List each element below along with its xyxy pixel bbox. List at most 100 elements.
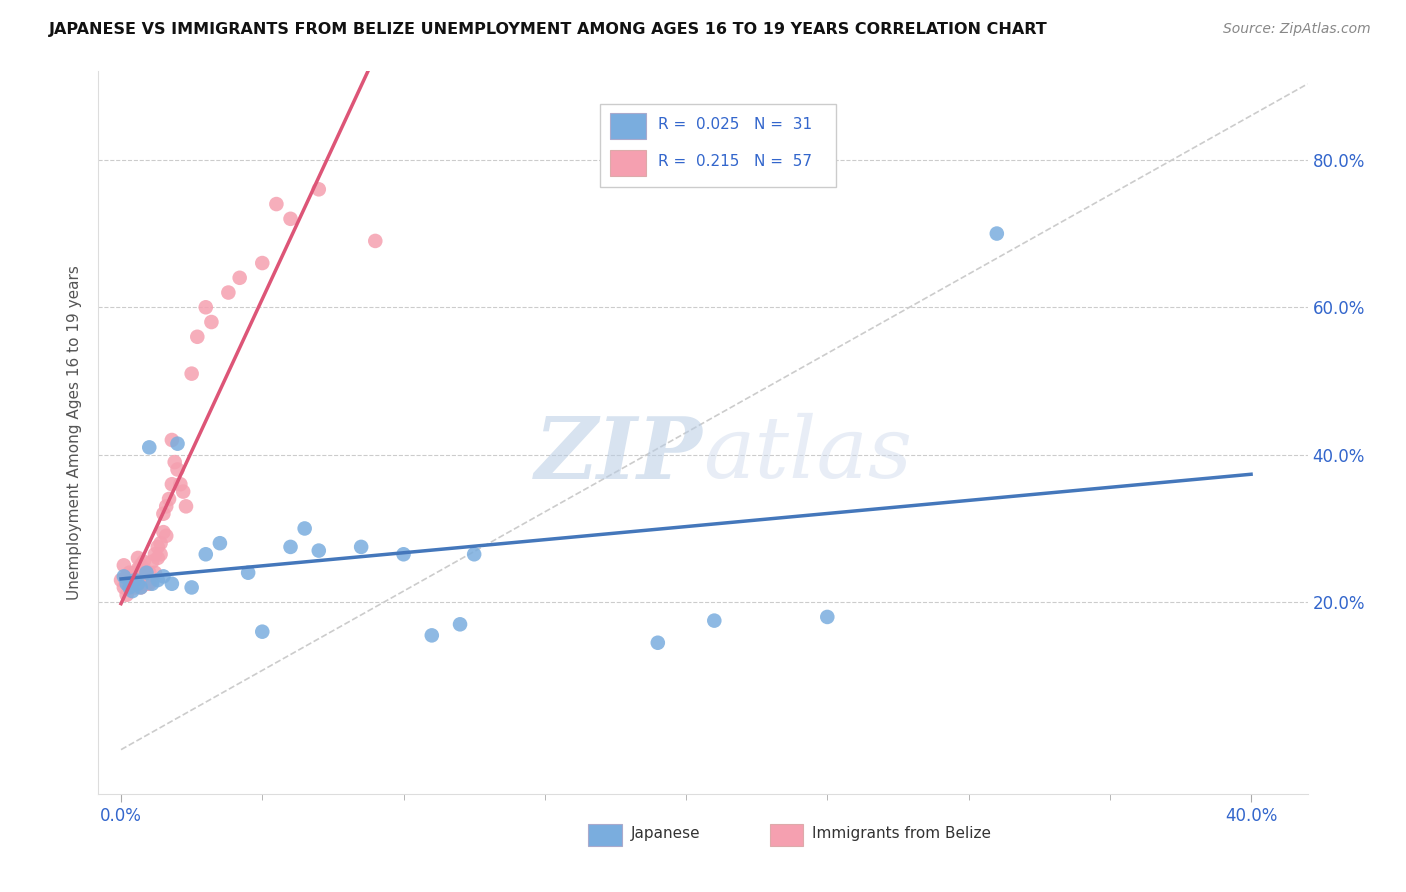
Text: R =  0.215   N =  57: R = 0.215 N = 57 — [658, 154, 813, 169]
Point — [115, 576, 138, 591]
Point — [146, 540, 169, 554]
Point — [118, 581, 141, 595]
Point — [280, 211, 302, 226]
Point — [112, 581, 135, 595]
Point — [152, 507, 174, 521]
Point — [166, 462, 188, 476]
Point — [121, 576, 143, 591]
Point — [129, 569, 152, 583]
Bar — [769, 824, 803, 846]
Point — [152, 569, 174, 583]
Point — [155, 529, 177, 543]
Point — [152, 525, 174, 540]
Point — [163, 455, 186, 469]
Point — [364, 234, 387, 248]
Point — [146, 551, 169, 566]
Point — [149, 547, 172, 561]
Text: R =  0.025   N =  31: R = 0.025 N = 31 — [658, 117, 813, 132]
Point — [127, 562, 149, 576]
Point — [141, 573, 163, 587]
Y-axis label: Unemployment Among Ages 16 to 19 years: Unemployment Among Ages 16 to 19 years — [66, 265, 82, 600]
Point — [200, 315, 222, 329]
Point — [115, 569, 138, 583]
Point — [132, 562, 155, 576]
Point — [208, 536, 231, 550]
Point — [308, 182, 330, 196]
Point — [129, 581, 152, 595]
Point — [132, 576, 155, 591]
Text: Source: ZipAtlas.com: Source: ZipAtlas.com — [1223, 22, 1371, 37]
Point — [110, 573, 132, 587]
Point — [252, 624, 274, 639]
Point — [124, 573, 146, 587]
Point — [252, 256, 274, 270]
Point — [112, 558, 135, 573]
Point — [138, 566, 160, 580]
Point — [129, 581, 152, 595]
Point — [392, 547, 415, 561]
FancyBboxPatch shape — [600, 103, 837, 187]
Point — [194, 547, 217, 561]
Point — [350, 540, 373, 554]
Bar — [610, 150, 647, 176]
Point — [146, 573, 169, 587]
Point — [463, 547, 485, 561]
Point — [420, 628, 443, 642]
Point — [449, 617, 471, 632]
Point — [160, 576, 183, 591]
Point — [143, 547, 166, 561]
Point — [228, 270, 250, 285]
Point — [157, 491, 180, 506]
Point — [180, 367, 202, 381]
Point — [174, 500, 197, 514]
Text: atlas: atlas — [703, 413, 912, 496]
Point — [135, 566, 157, 580]
Text: Immigrants from Belize: Immigrants from Belize — [811, 826, 991, 841]
Point — [127, 569, 149, 583]
Point — [703, 614, 725, 628]
Point — [132, 555, 155, 569]
Point — [169, 477, 191, 491]
Point — [160, 477, 183, 491]
Point — [115, 588, 138, 602]
Point — [124, 581, 146, 595]
Point — [135, 576, 157, 591]
Point — [129, 558, 152, 573]
Point — [155, 500, 177, 514]
Point — [135, 566, 157, 580]
Point — [141, 555, 163, 569]
Point — [172, 484, 194, 499]
Point — [815, 610, 838, 624]
Point — [127, 551, 149, 566]
Point — [266, 197, 288, 211]
Point — [180, 581, 202, 595]
Point — [217, 285, 239, 300]
Text: ZIP: ZIP — [536, 412, 703, 496]
Point — [280, 540, 302, 554]
Point — [143, 566, 166, 580]
Point — [112, 569, 135, 583]
Point — [132, 569, 155, 583]
Point — [121, 584, 143, 599]
Text: JAPANESE VS IMMIGRANTS FROM BELIZE UNEMPLOYMENT AMONG AGES 16 TO 19 YEARS CORREL: JAPANESE VS IMMIGRANTS FROM BELIZE UNEMP… — [49, 22, 1047, 37]
Point — [118, 566, 141, 580]
Bar — [588, 824, 621, 846]
Point — [308, 543, 330, 558]
Point — [149, 536, 172, 550]
Point — [124, 573, 146, 587]
Point — [986, 227, 1008, 241]
Point — [121, 573, 143, 587]
Point — [124, 566, 146, 580]
Point — [166, 436, 188, 450]
Text: Japanese: Japanese — [630, 826, 700, 841]
Point — [127, 576, 149, 591]
Point — [294, 521, 316, 535]
Point — [647, 636, 669, 650]
Point — [141, 576, 163, 591]
Point — [236, 566, 259, 580]
Point — [138, 576, 160, 591]
Point — [160, 433, 183, 447]
Point — [186, 330, 208, 344]
Point — [194, 300, 217, 314]
Bar — [610, 112, 647, 138]
